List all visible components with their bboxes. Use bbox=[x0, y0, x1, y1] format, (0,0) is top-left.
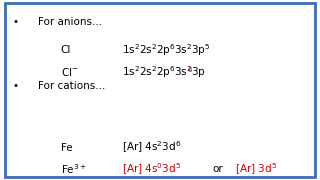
Text: Cl: Cl bbox=[61, 45, 71, 55]
Text: 1s$^{2}$2s$^{2}$2p$^{6}$3s$^{2}$3p: 1s$^{2}$2s$^{2}$2p$^{6}$3s$^{2}$3p bbox=[122, 64, 206, 80]
Text: Fe$^{3+}$: Fe$^{3+}$ bbox=[61, 162, 87, 176]
Text: For cations...: For cations... bbox=[38, 81, 106, 91]
Text: [Ar] 4s$^{2}$3d$^{6}$: [Ar] 4s$^{2}$3d$^{6}$ bbox=[122, 140, 181, 155]
Text: $^{6}$: $^{6}$ bbox=[187, 67, 193, 77]
Text: Cl$^{-}$: Cl$^{-}$ bbox=[61, 66, 78, 78]
Text: •: • bbox=[13, 17, 19, 27]
Text: For anions...: For anions... bbox=[38, 17, 102, 27]
Text: [Ar] 3d$^{5}$: [Ar] 3d$^{5}$ bbox=[235, 161, 277, 177]
Text: Fe: Fe bbox=[61, 143, 72, 153]
Text: [Ar] 4s$^{0}$3d$^{5}$: [Ar] 4s$^{0}$3d$^{5}$ bbox=[122, 161, 180, 177]
Text: or: or bbox=[213, 164, 224, 174]
Text: 1s$^{2}$2s$^{2}$2p$^{6}$3s$^{2}$3p$^{5}$: 1s$^{2}$2s$^{2}$2p$^{6}$3s$^{2}$3p$^{5}$ bbox=[122, 42, 210, 58]
Text: •: • bbox=[13, 81, 19, 91]
